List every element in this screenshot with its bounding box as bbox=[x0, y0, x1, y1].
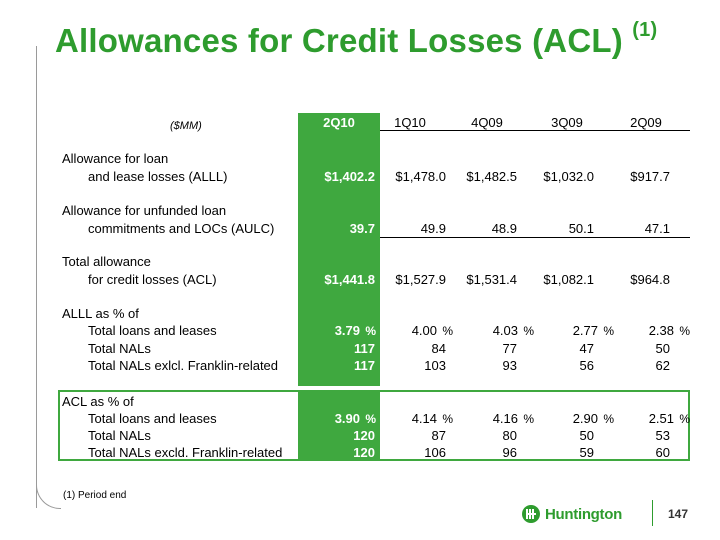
alll-value-2q09: $917.7 bbox=[630, 169, 670, 184]
acl-value-4q09: $1,531.4 bbox=[466, 272, 517, 287]
alll-pct-nals-3q09: 47 bbox=[579, 341, 594, 356]
row-label-aulc-1: Allowance for unfunded loan bbox=[62, 203, 227, 218]
page-title: Allowances for Credit Losses (ACL) (1) bbox=[55, 19, 658, 60]
aulc-value-2q09: 47.1 bbox=[644, 221, 670, 236]
percent-sign: % bbox=[365, 412, 376, 426]
alll-value-1q10: $1,478.0 bbox=[395, 169, 446, 184]
column-header-3q09: 3Q09 bbox=[551, 115, 583, 130]
acl-pct-exfr-4q09: 96 bbox=[502, 445, 517, 460]
highlight-column-2q10 bbox=[298, 113, 380, 461]
acl-value-2q09: $964.8 bbox=[630, 272, 670, 287]
alll-pct-exfr-2q09: 62 bbox=[655, 358, 670, 373]
alll-pct-exfr-3q09: 56 bbox=[579, 358, 594, 373]
units-label: ($MM) bbox=[170, 120, 202, 132]
alll-pct-nals-2q09: 50 bbox=[655, 341, 670, 356]
header-underline bbox=[380, 130, 452, 131]
alll-pct-loans-3q09: 2.77 bbox=[572, 323, 598, 338]
aulc-value-1q10: 49.9 bbox=[420, 221, 446, 236]
acl-section-box bbox=[58, 390, 690, 461]
acl-pct-nals-4q09: 80 bbox=[502, 428, 517, 443]
acl-value-3q09: $1,082.1 bbox=[543, 272, 594, 287]
alll-pct-nals-2q10: 117 bbox=[354, 341, 375, 356]
alll-pct-loans-2q09: 2.38 bbox=[648, 323, 674, 338]
row-label-acl-pct-loans: Total loans and leases bbox=[88, 411, 217, 426]
alll-pct-loans-4q09: 4.03 bbox=[492, 323, 518, 338]
logo-text: Huntington bbox=[545, 505, 622, 523]
acl-pct-nals-1q10: 87 bbox=[431, 428, 446, 443]
aulc-value-2q10: 39.7 bbox=[349, 221, 375, 236]
acl-pct-exfr-1q10: 106 bbox=[424, 445, 446, 460]
row-label-alll-pct-exfr: Total NALs exlcl. Franklin-related bbox=[88, 358, 279, 373]
highlight-column-gap bbox=[298, 386, 380, 391]
column-header-4q09: 4Q09 bbox=[471, 115, 503, 130]
acl-pct-exfr-3q09: 59 bbox=[579, 445, 594, 460]
alll-pct-exfr-4q09: 93 bbox=[502, 358, 517, 373]
logo-divider bbox=[652, 500, 653, 526]
header-underline bbox=[452, 130, 530, 131]
acl-pct-loans-2q09: 2.51 bbox=[648, 411, 674, 426]
header-underline bbox=[610, 130, 690, 131]
row-label-aulc-2: commitments and LOCs (AULC) bbox=[88, 221, 275, 236]
title-footnote-ref: (1) bbox=[632, 19, 658, 41]
frame-curve bbox=[36, 468, 61, 509]
page-number: 147 bbox=[668, 507, 689, 521]
row-label-alll-pct: ALLL as % of bbox=[62, 306, 139, 321]
percent-sign: % bbox=[679, 324, 690, 338]
percent-sign: % bbox=[442, 412, 453, 426]
alll-pct-nals-1q10: 84 bbox=[431, 341, 446, 356]
acl-value-1q10: $1,527.9 bbox=[395, 272, 446, 287]
percent-sign: % bbox=[603, 412, 614, 426]
column-header-2q10: 2Q10 bbox=[323, 115, 355, 130]
percent-sign: % bbox=[365, 324, 376, 338]
acl-pct-loans-1q10: 4.14 bbox=[411, 411, 437, 426]
row-label-alll-1: Allowance for loan bbox=[62, 151, 169, 166]
huntington-logo-icon bbox=[522, 505, 540, 523]
row-label-alll-pct-loans: Total loans and leases bbox=[88, 323, 217, 338]
row-label-acl-pct-nals: Total NALs bbox=[88, 428, 151, 443]
row-label-acl-1: Total allowance bbox=[62, 254, 151, 269]
alll-value-4q09: $1,482.5 bbox=[466, 169, 517, 184]
frame-line bbox=[36, 46, 37, 508]
column-header-1q10: 1Q10 bbox=[394, 115, 426, 130]
alll-value-2q10: $1,402.2 bbox=[324, 169, 375, 184]
aulc-value-3q09: 50.1 bbox=[568, 221, 594, 236]
alll-pct-exfr-2q10: 117 bbox=[354, 358, 375, 373]
acl-pct-exfr-2q09: 60 bbox=[655, 445, 670, 460]
alll-pct-nals-4q09: 77 bbox=[502, 341, 517, 356]
huntington-logo: Huntington bbox=[522, 505, 622, 523]
percent-sign: % bbox=[523, 412, 534, 426]
column-header-2q09: 2Q09 bbox=[630, 115, 662, 130]
alll-pct-loans-2q10: 3.79 bbox=[334, 323, 360, 338]
footnote: (1) Period end bbox=[63, 490, 127, 501]
acl-value-2q10: $1,441.8 bbox=[324, 272, 375, 287]
percent-sign: % bbox=[442, 324, 453, 338]
acl-pct-loans-4q09: 4.16 bbox=[492, 411, 518, 426]
row-label-alll-2: and lease losses (ALLL) bbox=[88, 169, 228, 184]
row-label-acl-pct: ACL as % of bbox=[62, 394, 134, 409]
row-label-acl-pct-exfr: Total NALs excld. Franklin-related bbox=[88, 445, 283, 460]
acl-pct-nals-2q09: 53 bbox=[655, 428, 670, 443]
header-underline bbox=[530, 130, 610, 131]
row-label-acl-2: for credit losses (ACL) bbox=[88, 272, 217, 287]
alll-pct-exfr-1q10: 103 bbox=[424, 358, 446, 373]
alll-value-3q09: $1,032.0 bbox=[543, 169, 594, 184]
aulc-underline bbox=[380, 237, 690, 238]
alll-pct-loans-1q10: 4.00 bbox=[411, 323, 437, 338]
acl-pct-nals-3q09: 50 bbox=[579, 428, 594, 443]
percent-sign: % bbox=[603, 324, 614, 338]
row-label-alll-pct-nals: Total NALs bbox=[88, 341, 151, 356]
acl-pct-loans-2q10: 3.90 bbox=[334, 411, 360, 426]
acl-pct-loans-3q09: 2.90 bbox=[572, 411, 598, 426]
percent-sign: % bbox=[679, 412, 690, 426]
acl-pct-exfr-2q10: 120 bbox=[353, 445, 375, 460]
percent-sign: % bbox=[523, 324, 534, 338]
acl-pct-nals-2q10: 120 bbox=[353, 428, 375, 443]
title-text: Allowances for Credit Losses (ACL) bbox=[55, 22, 623, 59]
aulc-value-4q09: 48.9 bbox=[491, 221, 517, 236]
